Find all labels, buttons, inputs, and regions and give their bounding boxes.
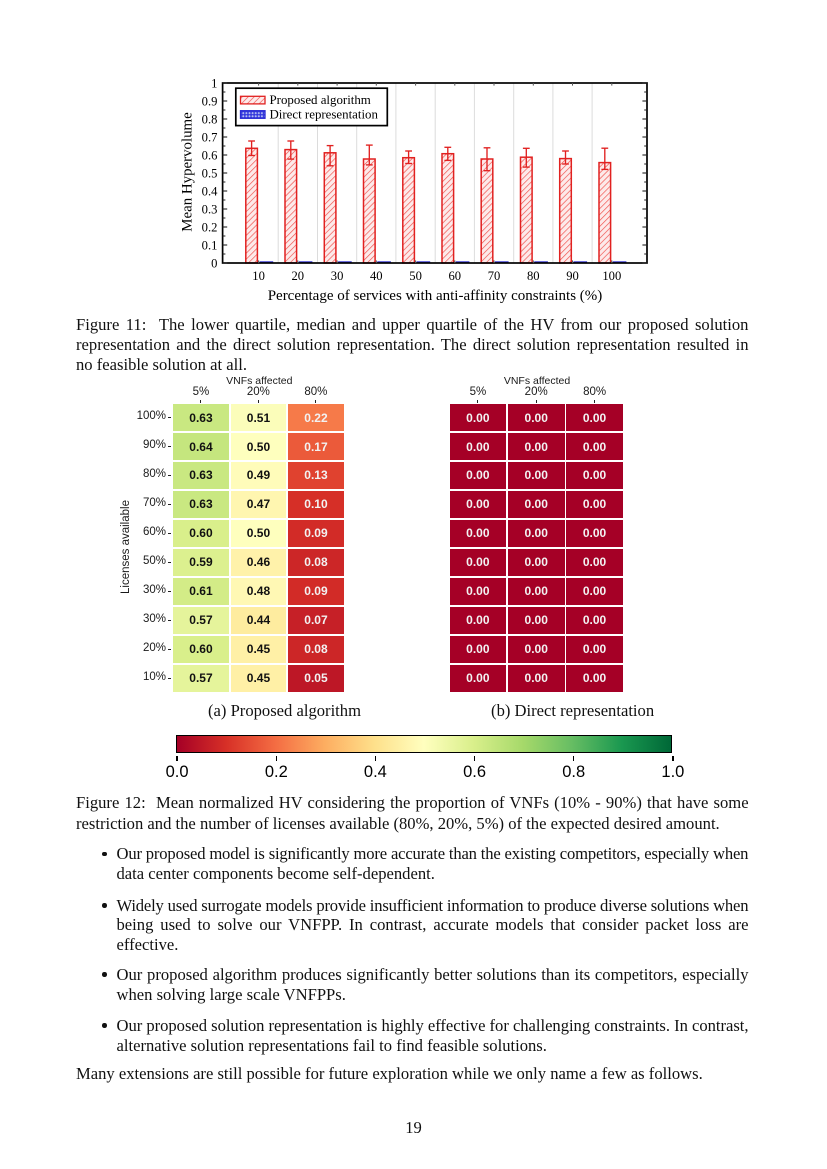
svg-text:0.7: 0.7 (202, 130, 218, 144)
svg-text:Proposed algorithm: Proposed algorithm (270, 93, 371, 107)
svg-text:100: 100 (602, 269, 621, 283)
svg-text:20: 20 (292, 269, 305, 283)
svg-text:0.9: 0.9 (202, 94, 218, 108)
svg-text:30: 30 (331, 269, 344, 283)
svg-text:50: 50 (409, 269, 422, 283)
svg-text:Mean Hypervolume: Mean Hypervolume (180, 112, 196, 232)
svg-text:0.1: 0.1 (202, 238, 218, 252)
svg-text:40: 40 (370, 269, 383, 283)
svg-text:0.8: 0.8 (202, 112, 218, 126)
svg-text:Direct representation: Direct representation (270, 108, 379, 122)
svg-text:70: 70 (488, 269, 501, 283)
svg-text:1: 1 (211, 76, 217, 90)
svg-text:0.5: 0.5 (202, 166, 218, 180)
svg-text:0: 0 (211, 256, 217, 270)
svg-text:0.6: 0.6 (202, 148, 218, 162)
svg-text:0.2: 0.2 (202, 220, 218, 234)
svg-text:90: 90 (566, 269, 579, 283)
svg-text:60: 60 (449, 269, 462, 283)
svg-text:0.4: 0.4 (202, 184, 218, 198)
svg-text:10: 10 (252, 269, 265, 283)
svg-text:80: 80 (527, 269, 540, 283)
svg-text:Percentage of services with an: Percentage of services with anti-affinit… (268, 288, 603, 304)
svg-text:0.3: 0.3 (202, 202, 218, 216)
